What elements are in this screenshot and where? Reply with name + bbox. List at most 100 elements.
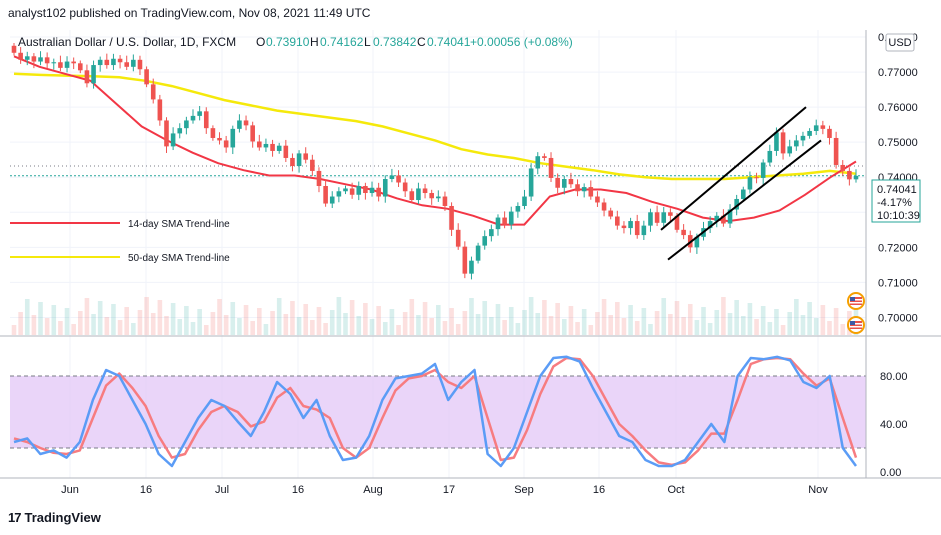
volume-bar (754, 319, 759, 335)
candle-body (336, 191, 342, 197)
volume-bar (648, 324, 653, 335)
volume-bar (581, 309, 587, 335)
candle-body (150, 84, 156, 100)
volume-bar (687, 304, 693, 335)
candle-body (754, 177, 759, 179)
candle-body (707, 221, 713, 229)
candle-body (674, 215, 680, 230)
candle-body (489, 229, 494, 237)
candle-body (436, 196, 441, 199)
us-flag-icon[interactable] (847, 292, 865, 310)
volume-bar (588, 325, 594, 335)
candle-body (184, 120, 189, 129)
volume-bar (250, 321, 255, 335)
volume-bar (38, 302, 43, 335)
candle-body (515, 205, 521, 212)
stochastic-d-line (13, 356, 858, 467)
candle-body (661, 212, 667, 223)
volume-bar (356, 316, 362, 335)
candle-body (807, 130, 812, 136)
channel-upper-line (660, 106, 807, 231)
volume-bar (813, 318, 819, 335)
price-tick-label: 0.70000 (878, 312, 918, 324)
candle-body (482, 236, 488, 246)
x-tick-label: Jul (215, 484, 229, 496)
volume-bar (462, 311, 468, 335)
volume-bar (263, 324, 269, 335)
stochastic-band (10, 375, 866, 449)
channel-lower-line (667, 139, 822, 261)
volume-bar (482, 301, 488, 335)
volume-bar (177, 319, 183, 335)
stochastic-tick-label: 0.00 (880, 467, 901, 479)
volume-bar (568, 306, 574, 335)
volume-bar (608, 315, 613, 335)
candle-body (31, 56, 37, 62)
candlesticks (11, 42, 859, 280)
candle-body (210, 128, 216, 138)
x-tick-label: Jun (61, 484, 79, 496)
candle-body (595, 196, 600, 203)
candle-body (117, 58, 123, 63)
volume-bar (787, 312, 793, 335)
stochastic-tick-label: 40.00 (880, 419, 908, 431)
volume-bar (283, 314, 289, 335)
volume-bar (243, 305, 249, 335)
candle-body (84, 70, 90, 84)
x-tick-label: 16 (292, 484, 304, 496)
volume-bar (502, 320, 507, 335)
us-flag-icon[interactable] (847, 316, 865, 334)
volume-bar (257, 308, 262, 335)
volume-bar (164, 316, 169, 335)
volume-bar (734, 300, 739, 335)
candle-body (840, 164, 846, 171)
volume-bar (508, 307, 514, 335)
candle-body (376, 187, 381, 197)
candle-body (648, 212, 653, 226)
volume-bar (515, 323, 521, 335)
currency-button[interactable] (885, 33, 915, 52)
x-tick-label: Oct (667, 484, 684, 496)
volume-bar (77, 311, 83, 335)
volume-bar (270, 311, 275, 335)
volume-bar (681, 317, 686, 335)
candle-body (396, 175, 401, 183)
candle-body (449, 205, 454, 230)
price-tick-label: 0.76000 (878, 102, 918, 114)
sma14-label: 14-day SMA Trend-line (128, 219, 230, 230)
volume-bar (827, 321, 832, 335)
candle-body (124, 62, 130, 67)
volume-bar (469, 298, 474, 335)
volume-bar (210, 312, 216, 335)
volume-bar (150, 313, 156, 335)
candle-body (217, 137, 222, 141)
volume-bar (615, 302, 620, 335)
legend-l-label: L (364, 35, 371, 49)
volume-bar (621, 318, 627, 335)
candle-body (442, 196, 448, 206)
volume-bar (707, 323, 713, 335)
volume-bar (157, 300, 163, 335)
candle-body (58, 62, 63, 68)
volume-bar (555, 303, 560, 335)
candle-body (475, 245, 481, 261)
sma50-polyline (13, 72, 857, 181)
volume-bar (402, 312, 408, 335)
volume-bar (409, 299, 415, 335)
legend-h-value: 0.74162 (320, 35, 364, 49)
candle-body (316, 170, 322, 187)
volume-bar (727, 313, 733, 335)
candle-body (369, 187, 375, 194)
volume-bar (296, 317, 302, 335)
candle-body (747, 177, 753, 190)
volume-bar (58, 321, 63, 335)
volume-bar (747, 303, 753, 335)
candle-body (588, 187, 594, 197)
candle-body (97, 59, 103, 66)
volume-bar (349, 300, 355, 335)
candle-body (634, 221, 640, 236)
volume-bar (11, 325, 17, 335)
candle-body (389, 175, 395, 179)
candle-body (561, 178, 567, 188)
